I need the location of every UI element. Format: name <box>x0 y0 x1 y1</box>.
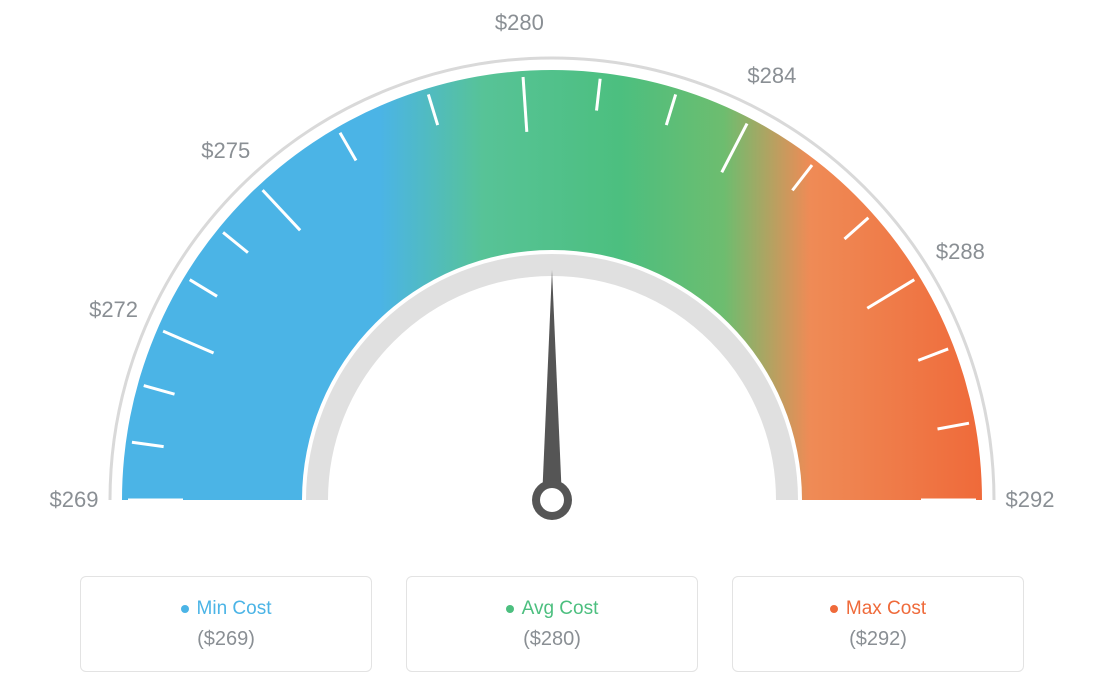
gauge-tick-label: $275 <box>201 138 250 164</box>
legend-card-min: Min Cost ($269) <box>80 576 372 672</box>
legend-value-avg: ($280) <box>523 628 581 651</box>
legend-title-min: Min Cost <box>181 598 272 620</box>
cost-gauge-chart: $269 $272 $275 $280 $284 $288 $292 Min Cost ($… <box>0 0 1104 690</box>
legend-card-max: Max Cost ($292) <box>732 576 1024 672</box>
gauge-tick-label: $288 <box>936 239 985 265</box>
legend-row: Min Cost ($269) Avg Cost ($280) Max Cost… <box>0 576 1104 672</box>
gauge-tick-label: $292 <box>1006 487 1055 513</box>
legend-card-avg: Avg Cost ($280) <box>406 576 698 672</box>
legend-label-min: Min Cost <box>197 598 272 620</box>
gauge-tick-label: $272 <box>89 297 138 323</box>
legend-title-avg: Avg Cost <box>506 598 599 620</box>
gauge-tick-label: $280 <box>495 10 544 36</box>
legend-label-avg: Avg Cost <box>522 598 599 620</box>
legend-label-max: Max Cost <box>846 598 926 620</box>
legend-title-max: Max Cost <box>830 598 926 620</box>
gauge-tick-label: $284 <box>747 63 796 89</box>
legend-value-min: ($269) <box>197 628 255 651</box>
legend-dot-max <box>830 605 838 613</box>
legend-dot-min <box>181 605 189 613</box>
gauge-tick-label: $269 <box>50 487 99 513</box>
legend-value-max: ($292) <box>849 628 907 651</box>
legend-dot-avg <box>506 605 514 613</box>
